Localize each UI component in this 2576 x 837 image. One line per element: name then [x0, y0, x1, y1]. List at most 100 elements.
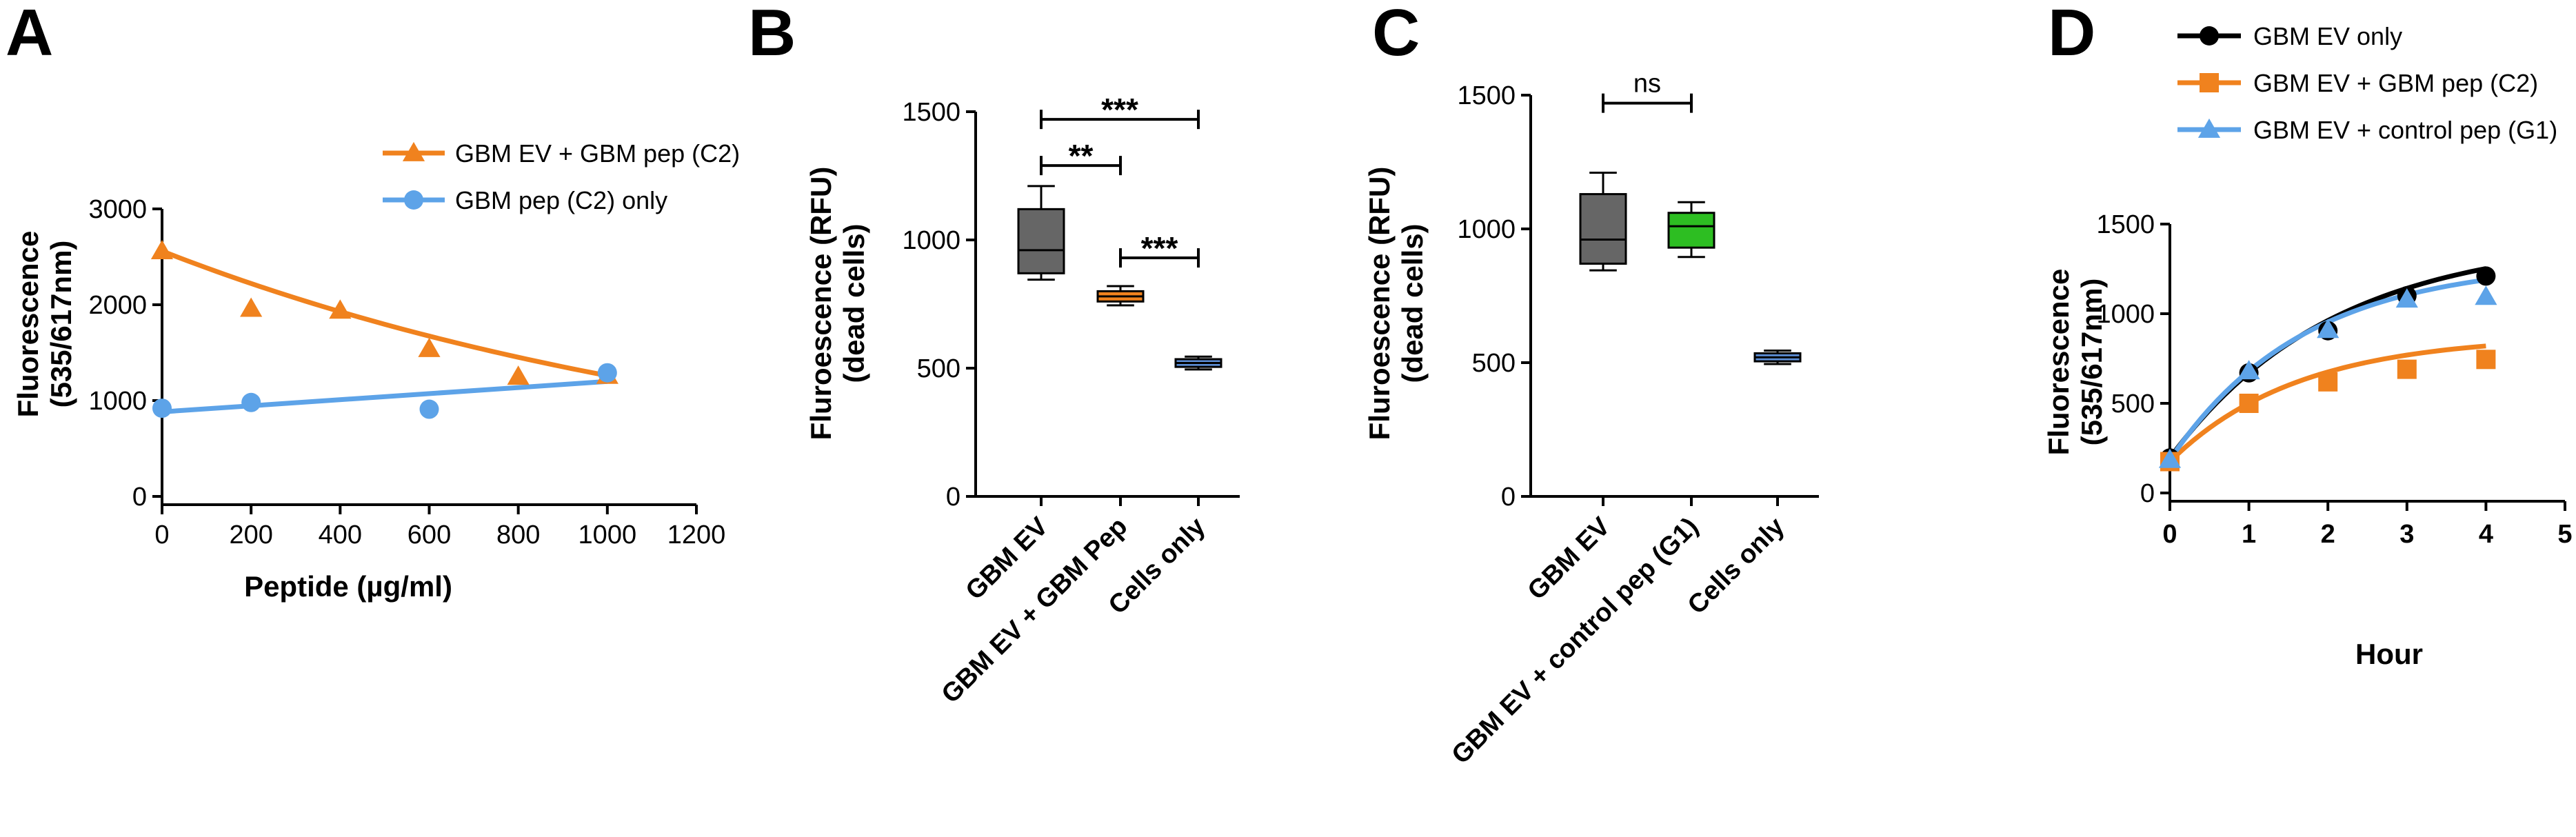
y-axis-title-line: (dead cells): [1396, 223, 1429, 383]
legend-label: GBM EV only: [2253, 22, 2402, 50]
y-tick-label: 1000: [88, 387, 147, 416]
data-point-gbm-pep-only: [152, 399, 172, 418]
x-tick-label: 1000: [578, 521, 637, 549]
data-point: [2318, 372, 2338, 392]
series-line: [2168, 266, 2487, 460]
panel-d: D Fluorescence(535/617nm) 0 500 1000 1500 0 1…: [2042, 0, 2573, 670]
data-point: [2158, 448, 2182, 468]
y-tick-label: 2000: [88, 291, 147, 320]
data-point: [2317, 319, 2339, 339]
y-tick-label: 1500: [2096, 210, 2155, 239]
x-tick-label: 0: [154, 521, 169, 549]
y-axis-title-line: Fluroescence (RFU): [1363, 167, 1396, 441]
axes: 0 1000 2000 3000 0 200 400 600 800 1000 1200: [88, 195, 725, 549]
y-tick-label: 1000: [902, 226, 960, 255]
x-tick-label: 600: [407, 521, 451, 549]
x-tick-label: 800: [496, 521, 540, 549]
plot-area: ns: [1579, 70, 1802, 365]
y-axis-title-text: Fluroescence (RFU)(dead cells): [1363, 167, 1429, 441]
category-label: GBM EV: [1522, 512, 1616, 605]
data-point: [2475, 285, 2497, 305]
y-tick-label: 0: [1501, 483, 1516, 512]
y-axis-title-line: Fluroescence (RFU): [805, 167, 837, 441]
significance-label: ns: [1633, 70, 1661, 99]
y-tick-label: 1500: [1457, 81, 1516, 110]
data-point: [2237, 360, 2260, 380]
data-point: [2397, 359, 2417, 379]
data-point: [2476, 266, 2496, 286]
y-axis-title-line: (535/617nm): [2075, 279, 2108, 446]
y-axis-title-text: Fluroescence (RFU)(dead cells): [805, 167, 870, 441]
significance-label: **: [1069, 138, 1094, 174]
y-axis-title-line: (535/617nm): [45, 241, 77, 408]
x-axis-title: Hour: [2355, 638, 2423, 670]
y-tick-label: 0: [132, 483, 147, 512]
box: [1579, 193, 1627, 265]
legend-marker: [2200, 73, 2219, 92]
plot-area: [2158, 266, 2497, 472]
legend-label: GBM EV + control pep (G1): [2253, 116, 2557, 144]
y-axis-title-text: Fluorescence(535/617nm): [12, 231, 77, 418]
legend-marker: [2200, 26, 2219, 46]
data-point-gbm-ev-gbm-pep: [150, 240, 174, 260]
x-tick-label: 0: [2162, 520, 2177, 549]
data-point-gbm-ev-gbm-pep: [507, 365, 530, 385]
panel-c: C Fluroescence (RFU)(dead cells) 0 500 100…: [1363, 0, 1819, 769]
legend-label: GBM pep (C2) only: [455, 186, 667, 214]
data-point-gbm-ev-gbm-pep: [329, 299, 352, 319]
panel-letter-b: B: [748, 0, 796, 70]
legend-marker: [404, 190, 423, 210]
y-tick-label: 1500: [902, 98, 960, 127]
box: [1017, 208, 1065, 274]
y-tick-label: 500: [917, 354, 960, 383]
legend-label: GBM EV + GBM pep (C2): [2253, 69, 2538, 97]
x-tick-label: 400: [319, 521, 362, 549]
significance-label: ***: [1101, 92, 1138, 128]
plot-area: ********: [1017, 92, 1222, 371]
y-tick-label: 0: [946, 483, 960, 512]
panel-letter-a: A: [6, 0, 53, 70]
significance-label: ***: [1141, 230, 1178, 266]
y-axis-title-line: (dead cells): [838, 223, 870, 383]
y-axis-title: Fluroescence (RFU)(dead cells): [805, 167, 870, 441]
panel-letter-d: D: [2048, 0, 2095, 70]
series-line: [2168, 343, 2486, 464]
y-tick-label: 1000: [2096, 300, 2155, 329]
data-point-gbm-pep-only: [241, 392, 261, 412]
data-point-gbm-ev-gbm-pep: [418, 337, 441, 357]
y-axis-title-line: Fluorescence: [2042, 269, 2075, 456]
x-tick-label: 5: [2557, 520, 2572, 549]
legend-label: GBM EV + GBM pep (C2): [455, 139, 740, 168]
x-tick-label: 3: [2399, 520, 2414, 549]
y-axis-title-text: Fluorescence(535/617nm): [2042, 269, 2108, 456]
y-axis-title: Fluroescence (RFU)(dead cells): [1363, 167, 1429, 441]
x-axis-title: Peptide (µg/ml): [244, 570, 452, 603]
data-point: [2476, 350, 2496, 370]
x-tick-label: 200: [229, 521, 272, 549]
data-point-gbm-ev-gbm-pep: [240, 297, 263, 317]
y-tick-label: 3000: [88, 195, 147, 224]
data-point: [2395, 288, 2418, 308]
fit-line-gbm-pep-only: [161, 379, 608, 414]
axes: 0 500 1000 1500 0 1 2 3 4 5: [2096, 210, 2572, 549]
panel-letter-c: C: [1372, 0, 1420, 70]
x-tick-label: 1: [2242, 520, 2256, 549]
legend-marker: [402, 141, 425, 161]
x-tick-label: 1200: [667, 521, 726, 549]
y-axis-title: Fluorescence(535/617nm): [2042, 269, 2108, 456]
y-axis-title-line: Fluorescence: [12, 231, 44, 418]
y-axis-title: Fluorescence(535/617nm): [12, 231, 77, 418]
data-point-gbm-pep-only: [419, 399, 439, 419]
x-tick-label: 2: [2321, 520, 2335, 549]
plot-area: [150, 240, 618, 419]
panel-a: A Fluorescence(535/617nm) 01000200030000…: [6, 0, 740, 603]
legend: GBM EV + GBM pep (C2) GBM pep (C2) only: [383, 139, 740, 214]
y-tick-label: 1000: [1457, 215, 1516, 244]
data-point-gbm-pep-only: [597, 363, 617, 383]
y-tick-label: 500: [1472, 349, 1516, 378]
legend: GBM EV only GBM EV + GBM pep (C2) GBM EV +…: [2177, 22, 2557, 144]
y-tick-label: 500: [2111, 390, 2155, 418]
